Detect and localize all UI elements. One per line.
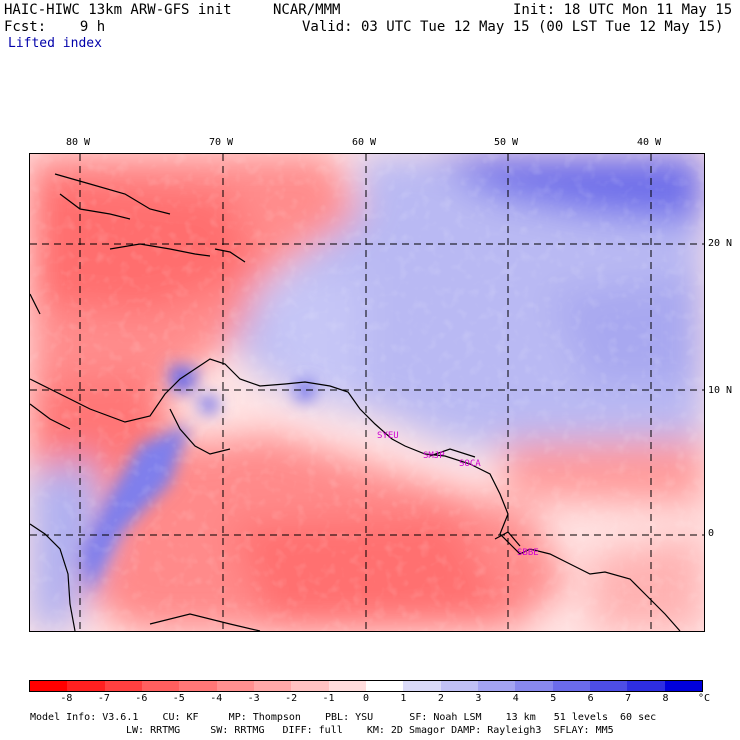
colorbar-swatch — [403, 681, 441, 691]
station-label: SMJP — [423, 451, 445, 461]
forecast-hour: Fcst: 9 h — [4, 19, 106, 35]
colorbar-swatch — [179, 681, 217, 691]
station-label: SBBE — [517, 548, 539, 558]
station-label: SYEU — [377, 431, 399, 441]
colorbar-swatch — [328, 681, 366, 691]
coastlines — [30, 173, 681, 631]
colorbar-tick-label: -4 — [210, 693, 223, 704]
colorbar-swatch — [664, 681, 702, 691]
lat-label-20n: 20 N — [708, 238, 733, 249]
colorbar-tick-label: 3 — [475, 693, 482, 704]
graticule — [30, 154, 704, 631]
colorbar-swatch — [104, 681, 142, 691]
colorbar-swatch — [515, 681, 553, 691]
colorbar-swatch — [291, 681, 329, 691]
colorbar-tick-label: -8 — [60, 693, 73, 704]
colorbar-swatch — [627, 681, 665, 691]
colorbar-swatch — [589, 681, 628, 691]
colorbar-swatch — [30, 681, 68, 691]
model-title: HAIC-HIWC 13km ARW-GFS init — [4, 2, 232, 18]
colorbar-swatch — [141, 681, 180, 691]
lon-label-70w: 70 W — [209, 137, 234, 148]
colorbar-swatch — [216, 681, 254, 691]
lon-label-40w: 40 W — [637, 137, 662, 148]
colorbar-swatch — [67, 681, 105, 691]
colorbar-tick-label: 7 — [625, 693, 632, 704]
lat-label-10n: 10 N — [708, 385, 733, 396]
colorbar-tick-label: -7 — [97, 693, 110, 704]
colorbar-tick-label: 4 — [512, 693, 519, 704]
lon-label-80w: 80 W — [66, 137, 91, 148]
colorbar-swatch — [253, 681, 292, 691]
map-canvas — [30, 154, 704, 631]
colorbar-swatch — [440, 681, 478, 691]
colorbar-swatch — [477, 681, 516, 691]
colorbar-tick-label: 2 — [437, 693, 444, 704]
init-time: Init: 18 UTC Mon 11 May 15 — [513, 2, 733, 18]
colorbar-tick-label: -5 — [172, 693, 185, 704]
colorbar-tick-label: -1 — [322, 693, 335, 704]
field-name: Lifted index — [8, 36, 102, 51]
colorbar — [29, 680, 703, 692]
lon-label-60w: 60 W — [352, 137, 377, 148]
colorbar-tick-label: 5 — [550, 693, 557, 704]
colorbar-tick-label: -6 — [135, 693, 148, 704]
colorbar-tick-label: -3 — [247, 693, 260, 704]
colorbar-swatch — [365, 681, 404, 691]
model-info-line1: Model Info: V3.6.1 CU: KF MP: Thompson P… — [30, 712, 657, 723]
lifted-index-map — [29, 153, 705, 632]
colorbar-unit: °C — [698, 693, 711, 704]
colorbar-tick-label: 1 — [400, 693, 407, 704]
colorbar-tick-label: -2 — [285, 693, 298, 704]
colorbar-tick-label: 6 — [587, 693, 594, 704]
valid-time: Valid: 03 UTC Tue 12 May 15 (00 LST Tue … — [302, 19, 724, 35]
colorbar-tick-label: 8 — [662, 693, 669, 704]
model-info-line2: LW: RRTMG SW: RRTMG DIFF: full KM: 2D Sm… — [126, 725, 614, 736]
colorbar-tick-label: 0 — [362, 693, 370, 704]
colorbar-swatch — [552, 681, 590, 691]
lon-label-50w: 50 W — [494, 137, 519, 148]
org-label: NCAR/MMM — [273, 2, 341, 18]
station-label: SOCA — [459, 459, 481, 469]
lat-label-0: 0 — [708, 528, 715, 539]
